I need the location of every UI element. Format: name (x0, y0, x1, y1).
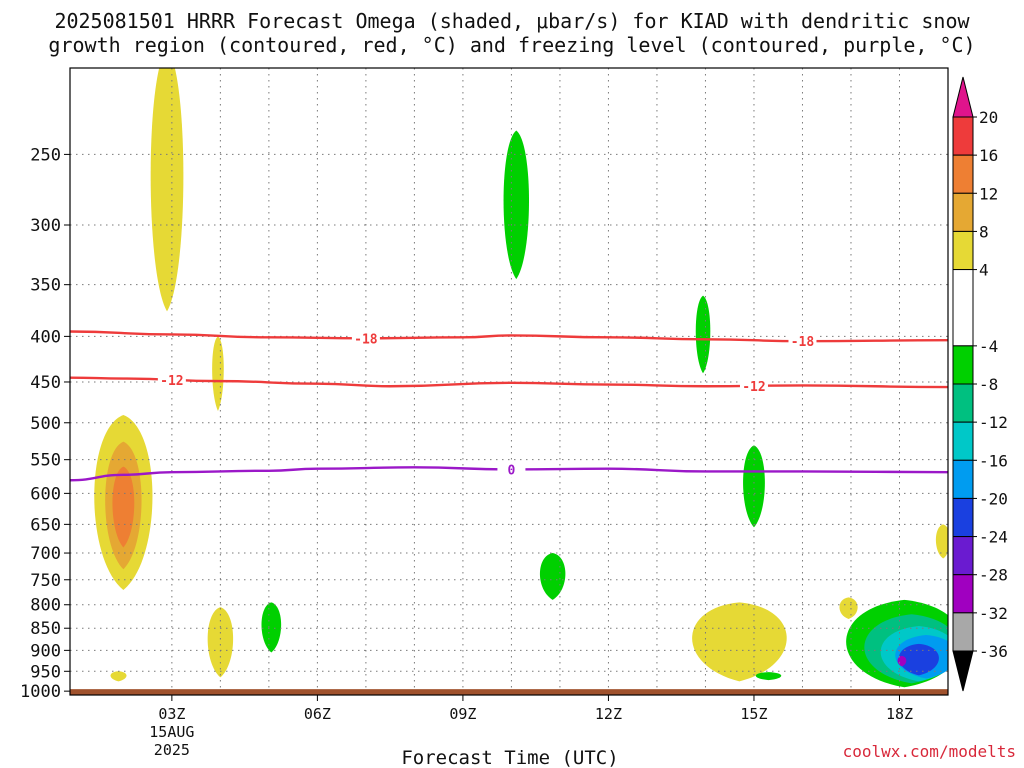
omega-region-6 (110, 671, 127, 682)
x-tick-year-0: 2025 (154, 741, 190, 759)
contour-label-2-0: 0 (508, 463, 516, 478)
chart-title-line-1: 2025081501 HRRR Forecast Omega (shaded, … (54, 9, 970, 33)
contour-label-bg-0-1 (788, 333, 817, 350)
colorbar-label-3: 8 (979, 222, 989, 241)
colorbar-label-2: 12 (979, 184, 998, 203)
omega-region-15 (755, 672, 782, 681)
colorbar-label-7: -12 (979, 413, 1008, 432)
contour-label-1-1: -12 (742, 380, 765, 395)
contour-label-1-0: -12 (160, 374, 183, 389)
x-tick-label-03Z: 03Z (158, 705, 185, 723)
watermark: coolwx.com/modelts (842, 742, 1016, 761)
omega-region-10 (503, 130, 530, 280)
y-tick-label-900: 900 (30, 641, 61, 661)
grid-layer (70, 68, 948, 695)
colorbar-bottom-arrow (952, 650, 974, 692)
chart-title-line-2: growth region (contoured, red, °C) and f… (48, 33, 976, 57)
x-tick-label-18Z: 18Z (886, 705, 913, 723)
colorbar-label-12: -32 (979, 604, 1008, 623)
y-tick-label-500: 500 (30, 414, 61, 434)
omega-region-20 (898, 643, 939, 676)
y-tick-label-800: 800 (30, 596, 61, 616)
contour-label-bg-1-0 (157, 371, 186, 388)
x-tick-label-09Z: 09Z (449, 705, 476, 723)
colorbar-bin-7 (952, 421, 974, 461)
colorbar-bin-11 (952, 574, 974, 614)
contour-label-bg-0-0 (351, 330, 380, 347)
y-tick-label-450: 450 (30, 373, 61, 393)
colorbar-bin-2 (952, 192, 974, 232)
contour-line-0 (70, 330, 948, 343)
omega-region-21 (897, 655, 907, 667)
y-tick-label-700: 700 (30, 544, 61, 564)
contour-label-bg-2-0 (497, 461, 526, 478)
x-tick-label-15Z: 15Z (740, 705, 767, 723)
colorbar-label-6: -8 (979, 375, 998, 394)
omega-shading-layer (94, 68, 948, 688)
y-tick-label-950: 950 (30, 662, 61, 682)
omega-region-4 (112, 466, 135, 548)
y-tick-label-550: 550 (30, 451, 61, 471)
ground-layer (70, 689, 948, 695)
colorbar-label-10: -24 (979, 528, 1008, 547)
x-tick-label-06Z: 06Z (304, 705, 331, 723)
x-tick-label-12Z: 12Z (595, 705, 622, 723)
colorbar-label-1: 16 (979, 146, 998, 165)
omega-region-0 (150, 68, 184, 312)
y-tick-label-250: 250 (30, 145, 61, 165)
colorbar-bin-9 (952, 497, 974, 538)
y-tick-label-850: 850 (30, 619, 61, 639)
omega-region-1 (212, 336, 224, 411)
x-axis-label: Forecast Time (UTC) (401, 747, 618, 768)
colorbar-bin-3 (952, 230, 974, 271)
colorbar-bin-4 (952, 269, 974, 347)
colorbar-label-5: -4 (979, 337, 998, 356)
y-axis: 2503003504004505005506006507007508008509… (20, 145, 70, 702)
colorbar-label-4: 4 (979, 261, 989, 280)
colorbar-bin-12 (952, 612, 974, 652)
omega-region-5 (207, 607, 234, 678)
x-tick-date-0: 15AUG (149, 723, 194, 741)
ground-fill (70, 689, 948, 695)
contour-label-0-1: -18 (791, 335, 815, 350)
contour-label-bg-1-1 (739, 377, 768, 394)
omega-region-7 (692, 602, 787, 682)
colorbar-bin-8 (952, 459, 974, 499)
omega-region-14 (261, 602, 282, 653)
colorbar-bin-0 (952, 116, 974, 156)
contour-layer: -18 -18 -12 -12 0 (70, 330, 948, 482)
omega-region-12 (743, 445, 765, 528)
colorbar-bin-6 (952, 383, 974, 423)
contour-line-2 (70, 466, 948, 482)
y-tick-label-650: 650 (30, 515, 61, 535)
omega-region-11 (695, 295, 711, 374)
colorbar-label-8: -16 (979, 451, 1008, 470)
contour-label-0-0: -18 (354, 332, 378, 347)
colorbar-bin-5 (952, 345, 974, 385)
y-tick-label-400: 400 (30, 327, 61, 347)
omega-region-13 (539, 553, 566, 600)
omega-region-8 (839, 597, 858, 620)
y-tick-label-1000: 1000 (20, 682, 61, 702)
y-tick-label-350: 350 (30, 276, 61, 296)
colorbar: 20 16 12 8 4 -4 -8 -12 -16 -20 -24 -28 -32 -36 (952, 76, 1008, 692)
colorbar-bin-10 (952, 536, 974, 576)
colorbar-top-arrow (952, 76, 974, 118)
colorbar-label-0: 20 (979, 108, 998, 127)
y-tick-label-600: 600 (30, 484, 61, 504)
y-tick-label-300: 300 (30, 216, 61, 236)
omega-region-9 (935, 524, 948, 559)
colorbar-bin-1 (952, 154, 974, 194)
y-tick-label-750: 750 (30, 571, 61, 591)
colorbar-label-13: -36 (979, 642, 1008, 661)
colorbar-label-9: -20 (979, 489, 1008, 508)
colorbar-label-11: -28 (979, 566, 1008, 585)
contour-line-1 (70, 376, 948, 389)
